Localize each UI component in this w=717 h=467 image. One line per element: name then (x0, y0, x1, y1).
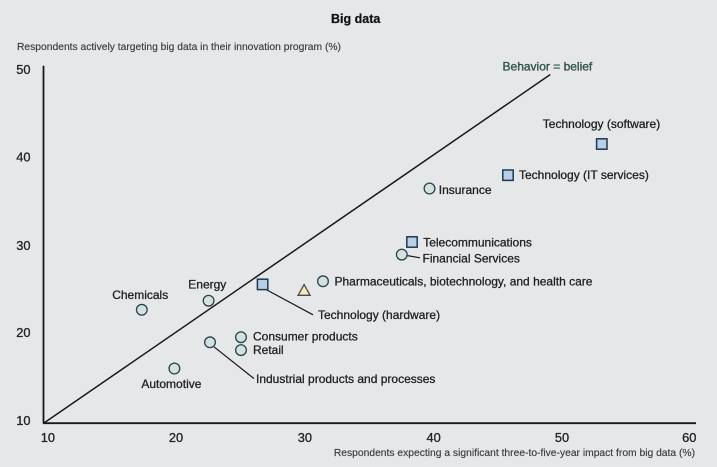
svg-text:Technology (hardware): Technology (hardware) (318, 308, 440, 322)
svg-text:40: 40 (426, 430, 440, 445)
svg-text:60: 60 (682, 430, 696, 445)
svg-text:20: 20 (169, 430, 183, 445)
svg-text:20: 20 (16, 325, 30, 340)
svg-text:Financial Services: Financial Services (423, 251, 520, 265)
svg-text:30: 30 (298, 430, 312, 445)
svg-text:Respondents expecting a signif: Respondents expecting a significant thre… (334, 448, 695, 459)
svg-text:Behavior = belief: Behavior = belief (503, 60, 593, 74)
svg-text:Industrial products and proces: Industrial products and processes (256, 372, 435, 386)
svg-text:10: 10 (16, 413, 30, 428)
svg-text:10: 10 (41, 430, 55, 445)
svg-text:Insurance: Insurance (439, 183, 492, 197)
svg-text:Energy: Energy (188, 277, 226, 291)
svg-text:Chemicals: Chemicals (112, 288, 168, 302)
svg-text:Technology (IT services): Technology (IT services) (519, 168, 649, 182)
svg-text:Big data: Big data (331, 12, 381, 26)
svg-text:Telecommunications: Telecommunications (423, 235, 532, 249)
svg-text:Consumer products: Consumer products (253, 330, 358, 344)
svg-text:Technology (software): Technology (software) (543, 117, 660, 131)
svg-text:50: 50 (16, 62, 30, 77)
svg-text:Respondents actively targeting: Respondents actively targeting big data … (17, 42, 341, 53)
svg-text:Retail: Retail (253, 343, 284, 357)
svg-text:Pharmaceuticals, biotechnology: Pharmaceuticals, biotechnology, and heal… (335, 274, 593, 288)
svg-text:40: 40 (16, 150, 30, 165)
svg-text:50: 50 (555, 430, 569, 445)
svg-text:Automotive: Automotive (141, 377, 201, 391)
svg-text:30: 30 (16, 238, 30, 253)
